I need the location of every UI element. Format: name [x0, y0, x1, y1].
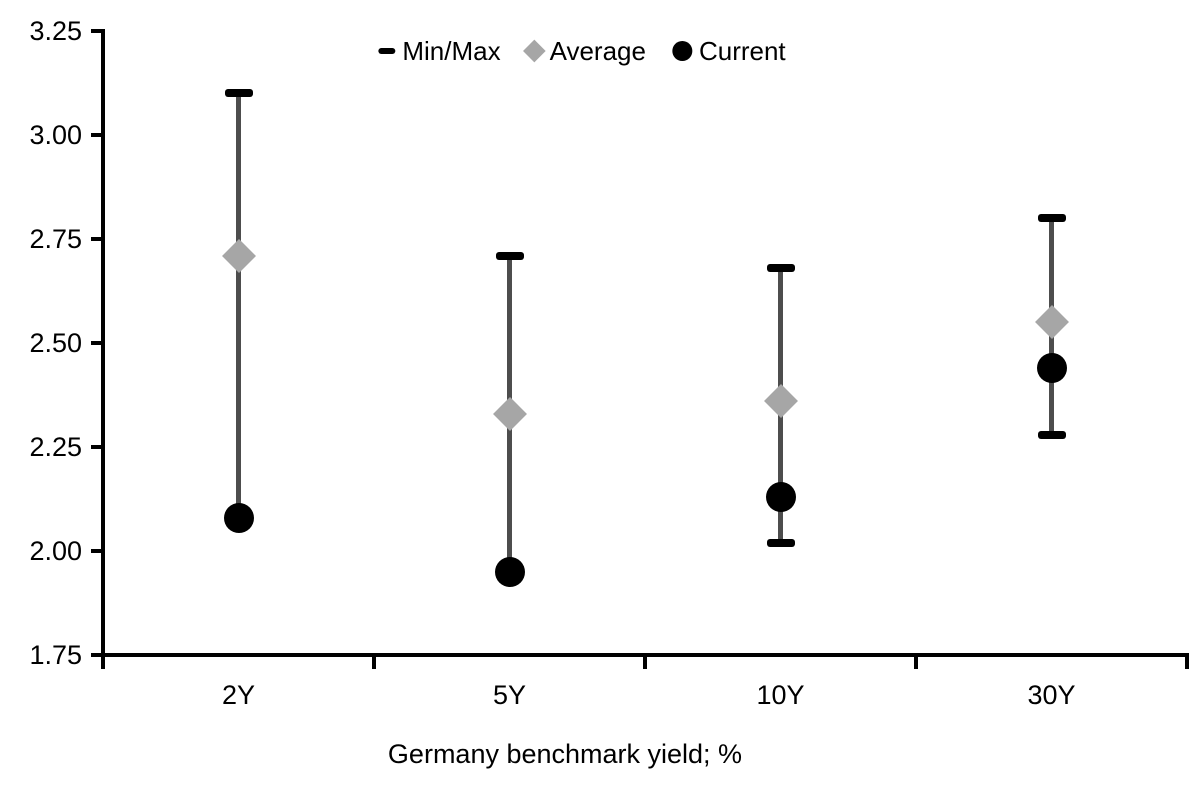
x-axis-line — [101, 653, 1189, 657]
minmax-dash-icon — [378, 48, 396, 54]
y-tick-label: 3.25 — [29, 15, 82, 46]
average-diamond-icon — [523, 39, 546, 63]
average-diamond-10Y — [763, 384, 798, 419]
max-cap-30Y — [1037, 214, 1066, 223]
x-axis-title: Germany benchmark yield; % — [387, 739, 743, 769]
max-cap-10Y — [766, 264, 795, 273]
legend-label-average: Average — [549, 36, 646, 66]
max-cap-2Y — [224, 89, 253, 98]
current-dot-30Y — [1036, 352, 1067, 383]
x-tick — [101, 657, 105, 669]
x-tick — [914, 657, 918, 669]
current-dot-10Y — [765, 481, 796, 512]
average-diamond-2Y — [221, 238, 256, 273]
legend-label-current: Current — [698, 36, 786, 66]
y-tick-label: 3.00 — [29, 119, 82, 150]
legend-item-current: Current — [671, 36, 786, 66]
range-rod-2Y — [236, 93, 241, 518]
x-tick — [372, 657, 376, 669]
y-tick-label: 2.25 — [29, 431, 82, 462]
y-tick — [91, 341, 103, 345]
max-cap-5Y — [495, 251, 524, 260]
legend-label-minmax: Min/Max — [402, 36, 501, 66]
y-tick — [91, 653, 103, 657]
current-circle-icon — [671, 41, 692, 61]
y-tick — [91, 549, 103, 553]
current-dot-2Y — [223, 502, 254, 533]
y-tick-label: 2.50 — [29, 327, 82, 358]
average-diamond-5Y — [492, 396, 527, 431]
y-tick — [91, 133, 103, 137]
y-axis-line — [101, 29, 105, 659]
y-tick-label: 1.75 — [29, 639, 82, 670]
y-tick — [91, 29, 103, 33]
x-category-label-2Y: 2Y — [221, 680, 256, 710]
min-cap-10Y — [766, 538, 795, 547]
x-category-label-5Y: 5Y — [492, 680, 527, 710]
y-tick-label: 2.75 — [29, 223, 82, 254]
current-dot-5Y — [494, 556, 525, 587]
average-diamond-30Y — [1034, 305, 1069, 340]
x-category-label-10Y: 10Y — [756, 680, 805, 710]
chart-legend: Min/Max Average Current — [378, 36, 786, 66]
min-cap-30Y — [1037, 430, 1066, 439]
x-tick — [643, 657, 647, 669]
legend-item-minmax: Min/Max — [378, 36, 501, 66]
x-tick — [1185, 657, 1189, 669]
y-tick — [91, 237, 103, 241]
y-tick — [91, 445, 103, 449]
legend-item-average: Average — [523, 36, 646, 66]
y-tick-label: 2.00 — [29, 535, 82, 566]
x-category-label-30Y: 30Y — [1027, 680, 1076, 710]
